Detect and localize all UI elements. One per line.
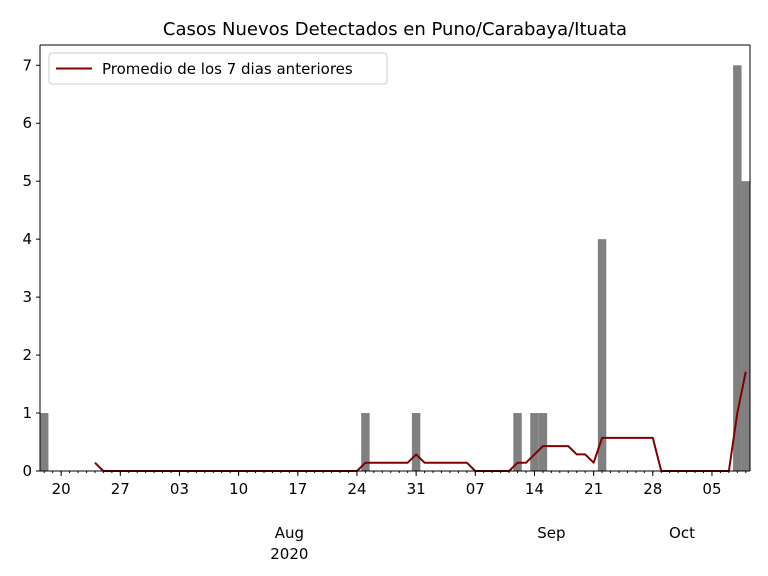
axes-layer (39, 44, 751, 472)
x-tick-label: 07 (466, 480, 485, 498)
series-line (94, 371, 747, 472)
line-layer (94, 371, 747, 472)
legend-box (48, 52, 388, 85)
x-tick-label: 03 (170, 480, 189, 498)
x-year-label: 2020 (270, 545, 308, 563)
y-tick-label: 5 (22, 172, 32, 190)
x-tick-label: 21 (584, 480, 603, 498)
x-month-label: Oct (669, 524, 695, 542)
y-tick-label: 0 (22, 462, 32, 480)
x-tick-label: 10 (229, 480, 248, 498)
legend-label: Promedio de los 7 dias anteriores (102, 60, 353, 78)
bar (361, 413, 370, 471)
bar (513, 413, 522, 471)
y-tick-label: 2 (22, 346, 32, 364)
y-tick-label: 1 (22, 404, 32, 422)
x-tick-label: 20 (52, 480, 71, 498)
x-tick-label: 27 (111, 480, 130, 498)
bar (411, 413, 421, 471)
x-tick-label: 14 (525, 480, 544, 498)
ticks-layer: 0 1 2 3 4 5 6 7 20 27 03 10 17 24 31 07 14 21 28 05 Aug Sep Oc… (22, 56, 747, 563)
x-tick-label: 24 (347, 480, 366, 498)
legend: Promedio de los 7 dias anteriores (48, 52, 388, 85)
bar (597, 239, 607, 471)
y-tick-label: 7 (22, 56, 32, 74)
x-tick-label: 28 (643, 480, 662, 498)
bar (733, 65, 742, 471)
y-tick-label: 3 (22, 288, 32, 306)
x-month-label: Aug (275, 524, 304, 542)
y-tick-label: 6 (22, 114, 32, 132)
bar (530, 413, 539, 471)
x-tick-label: 17 (288, 480, 307, 498)
y-tick-label: 4 (22, 230, 32, 248)
chart-title: Casos Nuevos Detectados en Puno/Carabaya… (163, 19, 627, 40)
bar (538, 413, 548, 471)
bars-layer (40, 65, 750, 471)
x-tick-label: 31 (407, 480, 426, 498)
x-month-label: Sep (537, 524, 565, 542)
bar (741, 181, 750, 471)
bar (40, 413, 49, 471)
x-tick-label: 05 (702, 480, 721, 498)
